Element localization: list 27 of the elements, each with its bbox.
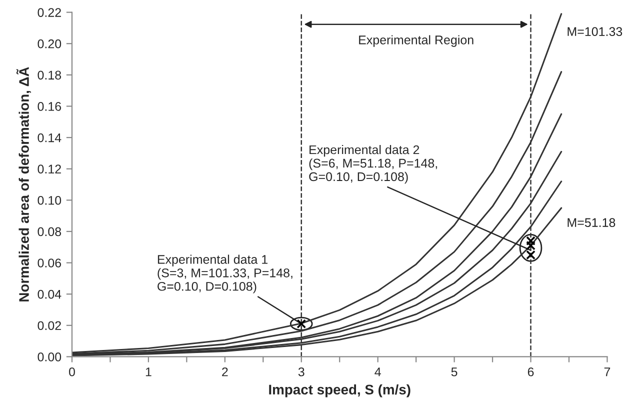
y-tick-label: 0.08 xyxy=(38,227,62,236)
x-tick-label: 2 xyxy=(222,367,228,376)
y-tick-label: 0.16 xyxy=(38,102,62,111)
y-tick-label: 0.04 xyxy=(38,290,62,299)
y-tick-label: 0.00 xyxy=(38,352,62,362)
series-label: M=51.18 xyxy=(568,218,616,227)
y-axis-title: Normalized area of deformation, ΔÃ xyxy=(16,67,31,302)
x-tick-label: 4 xyxy=(374,368,381,376)
series-label: M=101.33 xyxy=(568,27,622,36)
y-tick-label: 0.02 xyxy=(38,321,61,330)
y-tick-label: 0.12 xyxy=(38,164,61,174)
annotation: Experimental Region xyxy=(359,35,474,47)
x-tick-label: 5 xyxy=(451,368,458,376)
x-tick-label: 7 xyxy=(604,368,610,376)
y-tick-label: 0.10 xyxy=(38,196,62,205)
x-tick-label: 6 xyxy=(528,367,534,376)
x-tick-label: 1 xyxy=(146,368,152,376)
y-tick-label: 0.22 xyxy=(38,8,61,17)
x-tick-label: 3 xyxy=(298,367,304,376)
annotation: Experimental data 2 (S=6, M=51.18, P=148, G=0.10, D=0.108) xyxy=(309,145,438,184)
y-tick-label: 0.14 xyxy=(38,133,62,142)
x-axis-title: Impact speed, S (m/s) xyxy=(269,384,410,398)
y-tick-label: 0.18 xyxy=(38,70,62,80)
y-tick-label: 0.06 xyxy=(38,258,62,268)
y-tick-label: 0.20 xyxy=(38,39,62,48)
x-tick-label: 0 xyxy=(69,367,75,376)
annotation: Experimental data 1 (S=3, M=101.33, P=148, G=0.10, D=0.108) xyxy=(158,254,292,294)
